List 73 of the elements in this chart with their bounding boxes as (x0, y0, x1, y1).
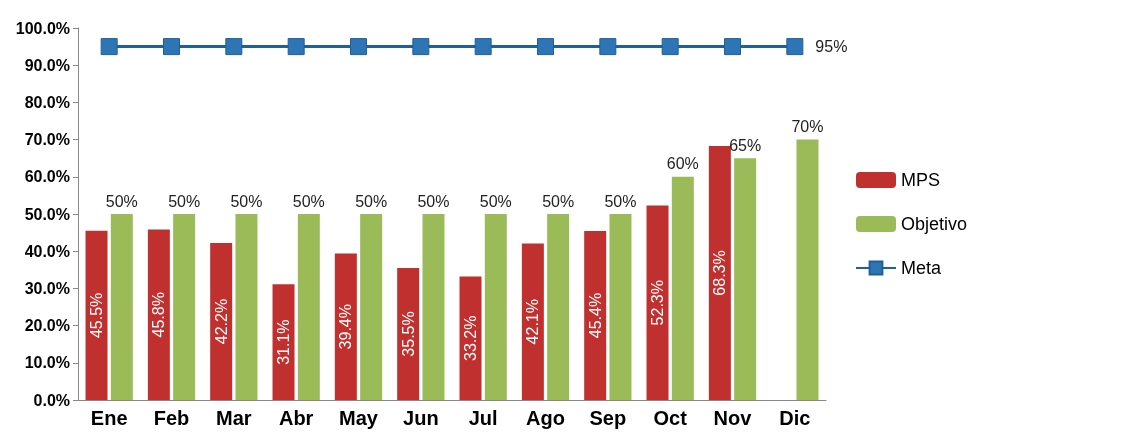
x-tick-label: Dic (779, 407, 811, 429)
x-tick-label: Feb (153, 407, 190, 429)
x-tick-label: Abr (278, 407, 314, 429)
data-label: 33.2% (462, 315, 480, 361)
y-tick-label: 0.0% (33, 391, 70, 409)
x-tick-label: Mar (216, 407, 252, 429)
y-tick-label: 70.0% (24, 131, 70, 149)
bar (85, 230, 108, 400)
y-tick-label: 40.0% (24, 242, 70, 260)
y-tick-label: 20.0% (24, 317, 70, 335)
data-label: 35.5% (399, 311, 417, 357)
y-tick-label: 50.0% (24, 205, 70, 223)
bar (110, 214, 133, 400)
data-label: 45.4% (586, 292, 604, 339)
legend-label: Objetivo (901, 214, 968, 234)
data-label: 45.5% (88, 292, 106, 339)
x-tick-label: Nov (713, 407, 753, 429)
data-label: 95% (815, 38, 848, 56)
data-label: 39.4% (337, 304, 355, 350)
data-label: 45.8% (150, 292, 168, 338)
data-label: 60% (666, 155, 699, 173)
y-tick-label: 10.0% (24, 354, 70, 372)
x-tick-label: Ene (90, 407, 128, 429)
bar (210, 243, 233, 400)
data-label: 50% (105, 192, 138, 210)
bar (484, 214, 507, 400)
y-tick-label: 60.0% (24, 168, 70, 186)
y-tick-label: 80.0% (24, 93, 70, 111)
data-label: 31.1% (275, 319, 293, 365)
data-label: 50% (230, 192, 263, 210)
bar (547, 214, 570, 400)
data-label: 42.1% (524, 299, 542, 345)
x-tick-label: Oct (653, 407, 688, 429)
data-label: 42.2% (212, 298, 230, 345)
y-tick-label: 30.0% (24, 279, 70, 297)
bar (334, 253, 357, 400)
y-tick-label: 90.0% (24, 56, 70, 74)
data-label: 50% (355, 192, 388, 210)
data-label: 50% (479, 192, 512, 210)
bar (272, 284, 295, 400)
bar (671, 176, 694, 400)
bar (397, 267, 420, 400)
bar (609, 214, 632, 400)
data-label: 50% (542, 192, 575, 210)
bar (708, 145, 731, 400)
bar (297, 214, 320, 400)
legend-label: MPS (901, 170, 941, 190)
x-tick-label: Ago (526, 407, 565, 429)
data-label: 65% (729, 136, 762, 154)
data-label: 50% (292, 192, 325, 210)
x-tick-label: Jun (403, 407, 439, 429)
bar (646, 205, 669, 400)
bar (734, 158, 757, 400)
y-tick-label: 100.0% (15, 19, 70, 37)
bar (360, 214, 383, 400)
bar (147, 229, 170, 400)
data-label: 50% (604, 192, 637, 210)
bar (796, 139, 819, 400)
x-tick-label: Jul (468, 407, 498, 429)
bar (584, 231, 607, 400)
legend-label: Meta (901, 258, 943, 278)
bar (235, 214, 258, 400)
data-label: 70% (791, 118, 824, 136)
x-tick-label: May (339, 407, 379, 429)
bar (521, 243, 544, 400)
data-label: 50% (417, 192, 450, 210)
data-label: 68.3% (711, 250, 729, 296)
bar (422, 214, 445, 400)
bar (459, 276, 482, 400)
x-tick-label: Sep (589, 407, 627, 429)
data-label: 52.3% (649, 280, 667, 326)
bar (173, 214, 196, 400)
data-label: 50% (168, 192, 201, 210)
